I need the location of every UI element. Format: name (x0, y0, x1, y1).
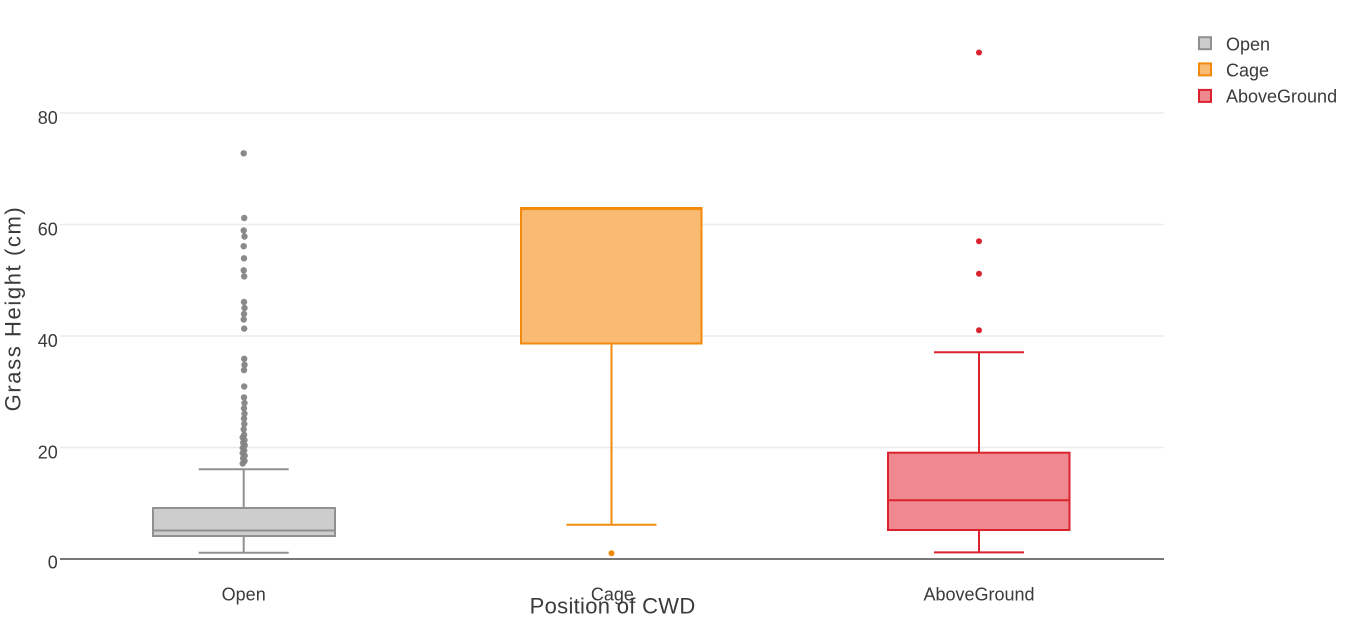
svg-text:Open: Open (1226, 34, 1270, 54)
svg-text:AboveGround: AboveGround (923, 585, 1034, 605)
svg-text:0: 0 (48, 553, 58, 573)
svg-text:Grass Height (cm): Grass Height (cm) (1, 206, 26, 412)
svg-text:Cage: Cage (591, 585, 634, 605)
svg-text:Position of CWD: Position of CWD (530, 594, 696, 619)
svg-text:Cage: Cage (1226, 60, 1269, 80)
svg-text:60: 60 (38, 220, 58, 240)
svg-text:Open: Open (222, 585, 266, 605)
svg-text:20: 20 (38, 443, 58, 463)
svg-text:AboveGround: AboveGround (1226, 87, 1337, 107)
svg-text:80: 80 (38, 108, 58, 128)
svg-text:40: 40 (38, 331, 58, 351)
